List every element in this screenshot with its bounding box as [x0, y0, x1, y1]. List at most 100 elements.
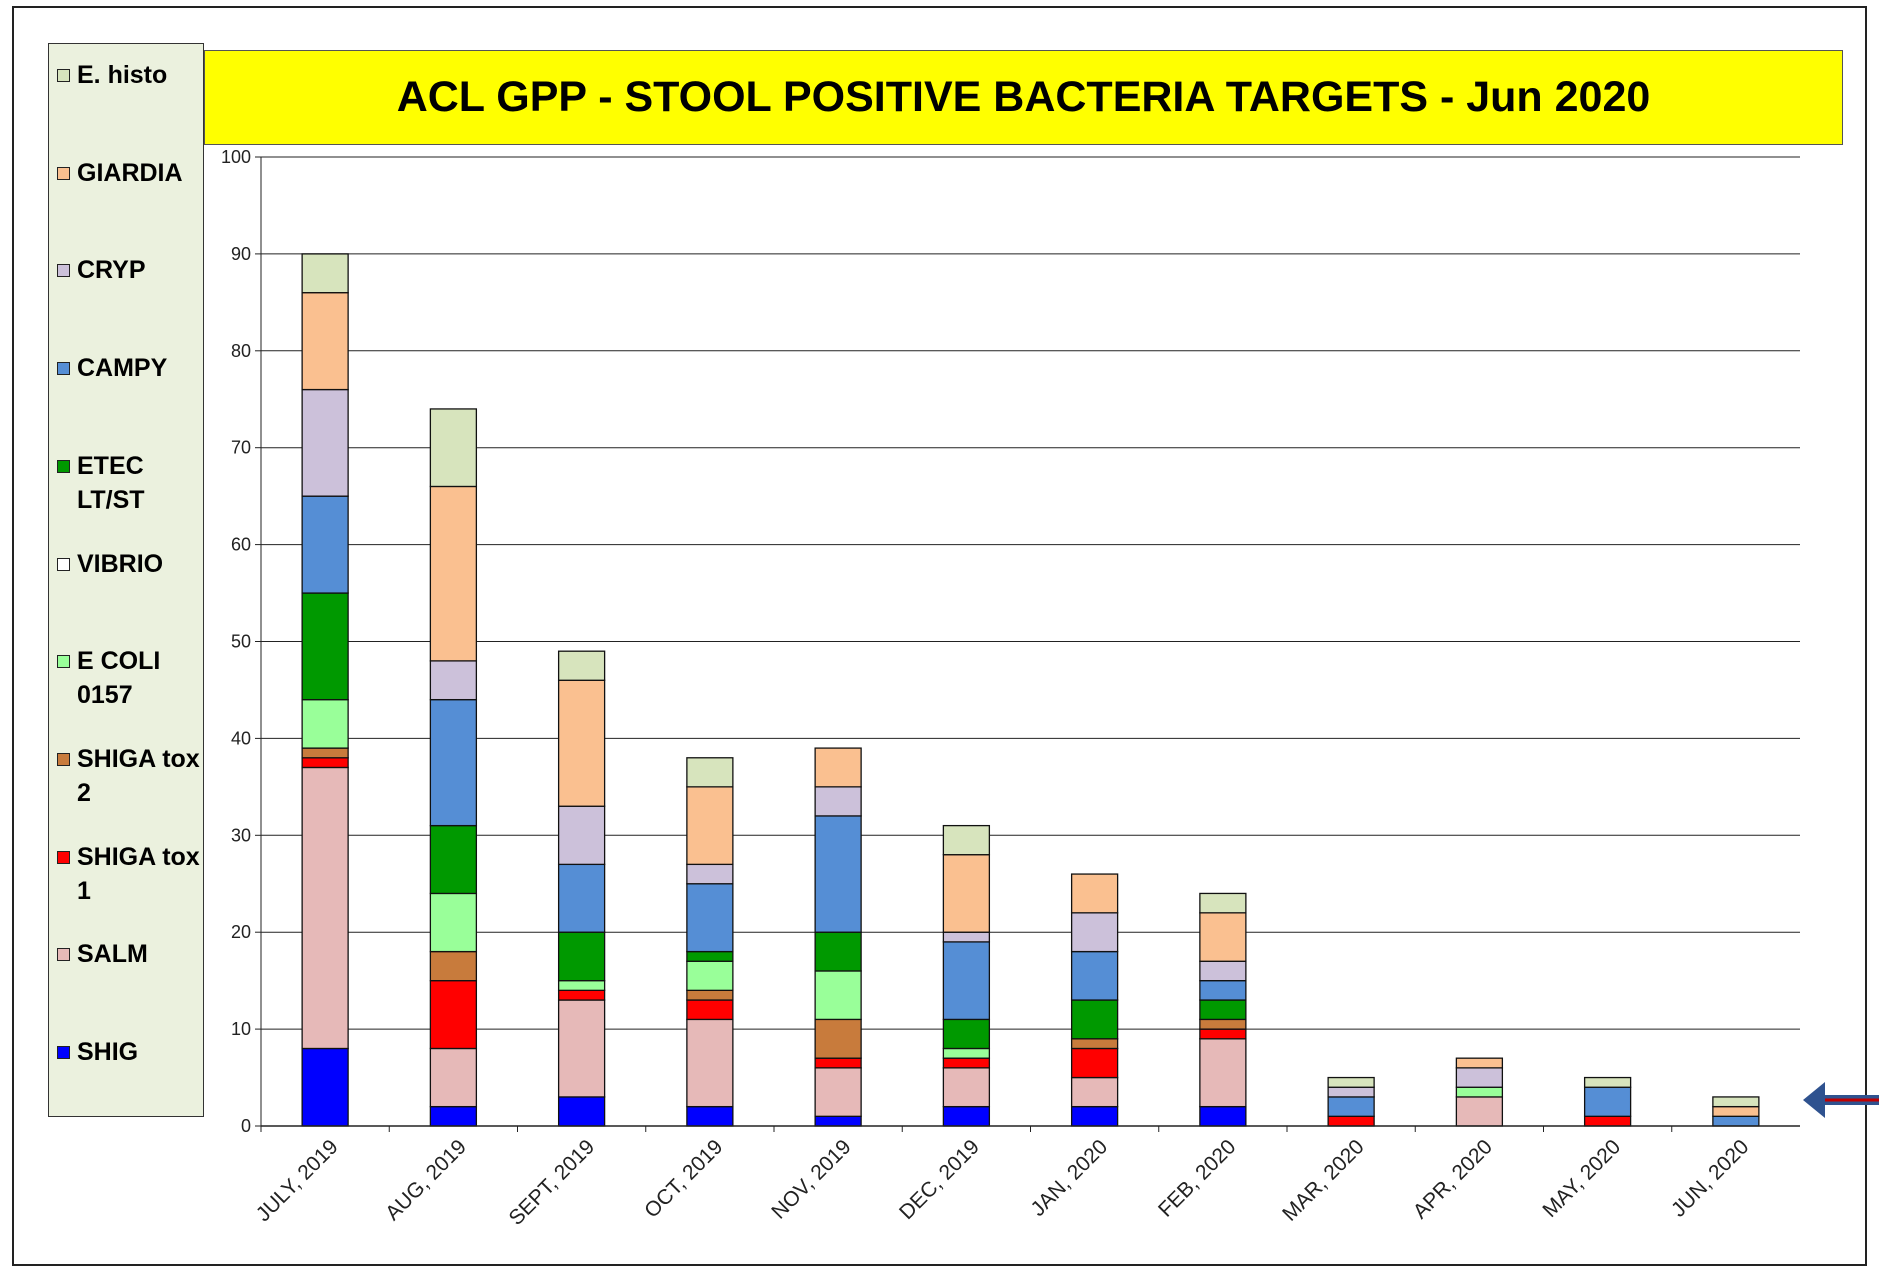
bar-segment — [1455, 1057, 1504, 1069]
bar-segment — [557, 805, 606, 866]
bar-segment — [942, 1067, 991, 1108]
bar-segment — [814, 970, 862, 1021]
x-tick-label: JAN, 2020 — [1027, 1135, 1113, 1221]
bar-segment — [1712, 1115, 1760, 1127]
bar-segment — [429, 485, 478, 662]
legend-swatch — [57, 655, 70, 669]
bar-segment — [686, 757, 734, 788]
bar-segment — [301, 757, 349, 769]
bar-segment — [557, 931, 606, 982]
bar-segment — [1327, 1086, 1375, 1098]
bar-segment — [1583, 1115, 1632, 1127]
bar-segment — [686, 989, 734, 1001]
bar-segment — [814, 1018, 862, 1059]
bar-segment — [1199, 912, 1247, 962]
legend-swatch — [57, 752, 70, 766]
x-tick-label: OCT, 2019 — [640, 1135, 727, 1222]
bar-segment — [942, 1018, 991, 1050]
legend-label: SHIGA tox 2 — [77, 744, 200, 807]
bar-segment — [1455, 1096, 1504, 1127]
bar-segment — [942, 854, 991, 933]
bar-segment — [429, 892, 478, 953]
bar-segment — [1712, 1096, 1760, 1108]
legend-label: SHIG — [77, 1038, 139, 1066]
legend-swatch — [57, 69, 70, 82]
bar-segment — [557, 980, 606, 991]
bar-segment — [301, 766, 349, 1050]
legend-label: ETEC LT/ST — [77, 451, 145, 514]
bar-segment — [814, 747, 862, 788]
bar-segment — [814, 931, 862, 972]
x-tick-label: NOV, 2019 — [767, 1135, 855, 1223]
bar-segment — [301, 747, 349, 759]
bar-segment — [429, 824, 478, 895]
bar-segment — [301, 495, 349, 594]
bar-segment — [557, 999, 606, 1098]
bar-segment — [429, 660, 478, 701]
bar-segment — [1199, 1028, 1247, 1040]
bar-segment — [1455, 1086, 1504, 1098]
y-tick-label: 20 — [231, 922, 251, 942]
legend-swatch — [57, 850, 70, 864]
bar-segment — [686, 883, 734, 953]
x-tick-label: FEB, 2020 — [1154, 1135, 1240, 1221]
bar-segment — [1070, 1076, 1119, 1108]
bar-segment — [429, 1047, 478, 1108]
bar-segment — [1199, 1018, 1247, 1030]
bar-segment — [1070, 950, 1119, 1001]
bar-segment — [1070, 873, 1119, 914]
bar-segment — [686, 960, 734, 991]
bar-segment — [301, 1047, 349, 1127]
bar-segment — [429, 980, 478, 1050]
bar-segment — [557, 679, 606, 807]
bar-segment — [942, 941, 991, 1021]
x-tick-label: MAR, 2020 — [1278, 1135, 1369, 1226]
bar-segment — [557, 1096, 606, 1127]
bar-segment — [942, 824, 991, 856]
y-tick-label: 50 — [231, 632, 251, 652]
legend: E. histo GIARDIA CRYP CAMPY ETEC LT/ST VIBRIO… — [48, 43, 204, 1117]
legend-label: SALM — [77, 940, 148, 969]
legend-label: SHIGA tox 1 — [77, 842, 200, 905]
x-tick-label: JULY, 2019 — [252, 1135, 343, 1226]
y-tick-label: 90 — [231, 244, 251, 264]
bar-segment — [1327, 1096, 1375, 1117]
x-tick-label: MAY, 2020 — [1538, 1135, 1625, 1222]
legend-swatch — [57, 1046, 70, 1059]
bar-segment — [1070, 912, 1119, 953]
bar-segment — [429, 1105, 478, 1127]
bar-segment — [686, 786, 734, 866]
legend-label: CRYP — [77, 256, 146, 285]
y-tick-label: 70 — [231, 438, 251, 458]
y-tick-label: 100 — [221, 147, 251, 167]
bar-segment — [686, 1105, 734, 1127]
bar-segment — [686, 999, 734, 1021]
y-tick-label: 60 — [231, 535, 251, 555]
bar-segment — [686, 1018, 734, 1108]
bar-segment — [814, 1057, 862, 1069]
bar-segment — [1199, 1105, 1247, 1127]
legend-label: GIARDIA — [77, 158, 183, 187]
bar-segment — [1327, 1115, 1375, 1127]
legend-label: E COLI 0157 — [77, 647, 161, 710]
bar-segment — [1199, 892, 1247, 914]
bar-segment — [1070, 1047, 1119, 1079]
bar-segment — [942, 931, 991, 943]
bar-segment — [1070, 999, 1119, 1040]
y-tick-label: 80 — [231, 341, 251, 361]
legend-swatch — [57, 948, 70, 962]
bar-segment — [1199, 999, 1247, 1021]
chart-title: ACL GPP - STOOL POSITIVE BACTERIA TARGET… — [204, 50, 1843, 145]
bar-segment — [686, 950, 734, 962]
legend-label: CAMPY — [77, 354, 168, 383]
bar-segment — [301, 592, 349, 701]
bar-segment — [301, 253, 349, 294]
legend-swatch — [57, 459, 70, 473]
bar-segment — [942, 1047, 991, 1059]
y-tick-label: 0 — [241, 1116, 251, 1136]
bar-segment — [429, 698, 478, 827]
bar-segment — [1199, 960, 1247, 982]
bar-segment — [1455, 1067, 1504, 1088]
